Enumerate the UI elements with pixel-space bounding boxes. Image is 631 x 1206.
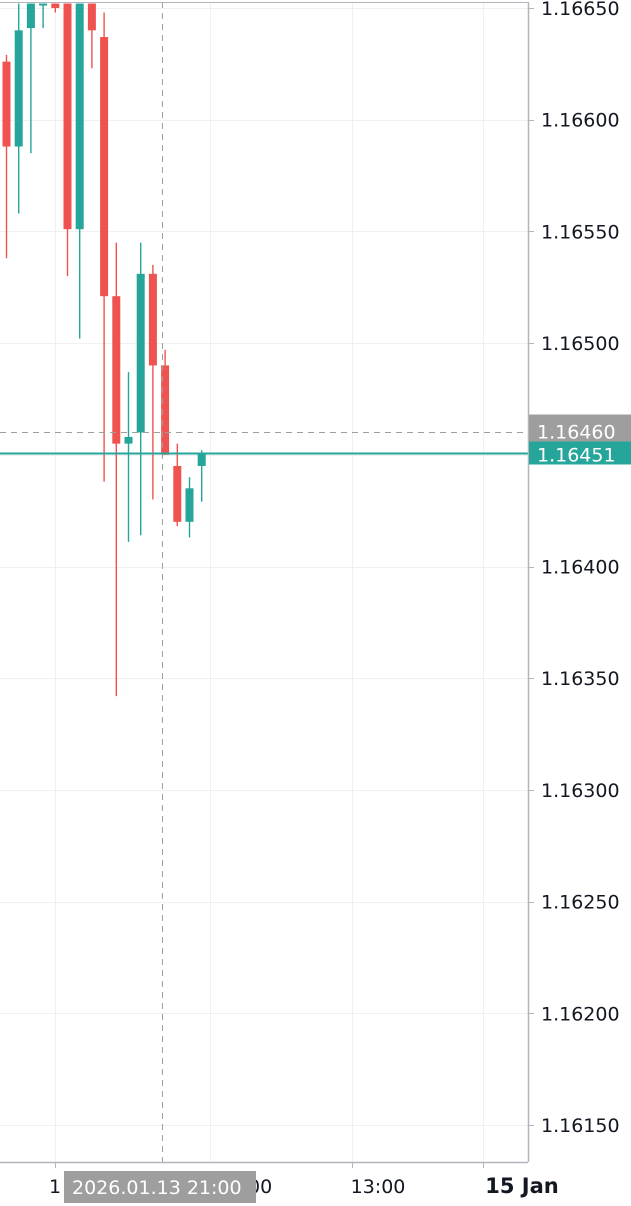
crosshair-price-label: 1.16460 (537, 422, 616, 444)
last-price-badge: 1.16451 (529, 441, 631, 467)
candle-body (100, 37, 109, 297)
time-tick-label: 13:00 (351, 1176, 406, 1198)
candle-bearish (100, 12, 109, 482)
price-axis[interactable]: 1.16650 1.16600 1.16550 1.16500 1.16400 1.163… (528, 0, 620, 1137)
candle-bullish (197, 450, 206, 502)
price-tick-label: 1.16250 (541, 892, 620, 914)
candle-body (26, 3, 35, 29)
candles-group (2, 3, 206, 697)
candle-body (51, 3, 60, 8)
price-tick-label: 1.16400 (541, 557, 620, 579)
candle-body (173, 465, 182, 522)
candle-body (39, 3, 48, 6)
candle-bearish (112, 242, 121, 697)
time-tick-label: 15 Jan (485, 1174, 558, 1198)
price-tick-label: 1.16650 (541, 0, 620, 20)
candle-bearish (87, 3, 96, 69)
candle-body (124, 436, 133, 444)
candle-body (63, 3, 72, 230)
price-tick-label: 1.16200 (541, 1003, 620, 1025)
candle-bearish (161, 349, 170, 455)
candle-body (148, 273, 157, 366)
time-tick-label: 1 (49, 1176, 61, 1198)
candle-body (75, 3, 84, 230)
crosshair-time-label: 2026.01.13 21:00 (72, 1177, 242, 1199)
candle-bullish (39, 3, 48, 29)
price-tick-label: 1.16550 (541, 221, 620, 243)
candle-body (2, 61, 11, 147)
axes-group (0, 2, 530, 1164)
candle-bearish (51, 3, 60, 13)
candle-bullish (26, 3, 35, 154)
price-tick-label: 1.16350 (541, 668, 620, 690)
candle-bullish (124, 372, 133, 542)
grid-lines (0, 2, 528, 1162)
crosshair-time-badge: 2026.01.13 21:00 (64, 1171, 256, 1203)
candle-body (14, 30, 23, 147)
candle-body (185, 488, 194, 522)
price-tick-label: 1.16600 (541, 110, 620, 132)
candle-bearish (148, 264, 157, 500)
price-tick-label: 1.16150 (541, 1115, 620, 1137)
candle-body (87, 3, 96, 31)
crosshair-price-badge: 1.16460 (529, 414, 631, 447)
candle-body (136, 273, 145, 433)
candle-body (161, 365, 170, 455)
candle-body (112, 296, 121, 444)
candle-bullish (185, 477, 194, 538)
candle-bearish (2, 54, 11, 259)
candle-bearish (63, 3, 72, 277)
candle-bullish (14, 3, 23, 214)
price-tick-label: 1.16300 (541, 780, 620, 802)
candle-bullish (136, 242, 145, 536)
candle-body (197, 452, 206, 466)
last-price-label: 1.16451 (537, 445, 616, 467)
candle-bearish (173, 443, 182, 527)
price-tick-label: 1.16500 (541, 333, 620, 355)
candle-bullish (75, 3, 84, 339)
